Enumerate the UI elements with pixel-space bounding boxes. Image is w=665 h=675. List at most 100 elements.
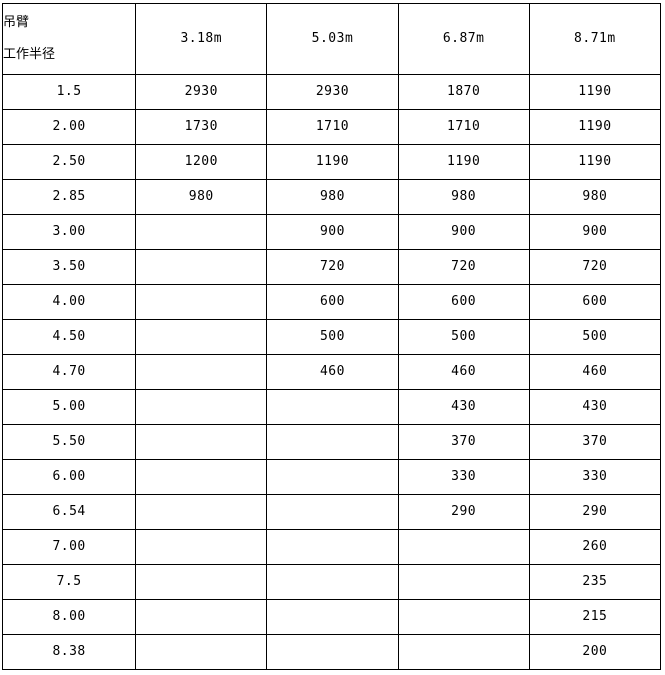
capacity-cell bbox=[266, 389, 399, 425]
capacity-cell bbox=[266, 599, 399, 635]
capacity-cell: 1710 bbox=[397, 109, 530, 145]
capacity-cell: 370 bbox=[528, 424, 662, 460]
row-header-radius: 6.54 bbox=[1, 494, 137, 530]
capacity-cell: 600 bbox=[528, 284, 662, 320]
row-header-radius: 6.00 bbox=[1, 459, 137, 495]
capacity-cell: 430 bbox=[528, 389, 662, 425]
corner-header-boom-label: 吊臂 bbox=[3, 15, 30, 31]
capacity-cell: 980 bbox=[135, 179, 268, 215]
capacity-cell: 980 bbox=[266, 179, 399, 215]
table-row: 2.00 1730 1710 1710 1190 bbox=[1, 109, 662, 145]
row-header-radius: 2.50 bbox=[1, 144, 137, 180]
capacity-cell: 980 bbox=[528, 179, 662, 215]
row-header-radius: 8.38 bbox=[1, 634, 137, 670]
table-row: 3.00 900 900 900 bbox=[1, 214, 662, 250]
table-row: 5.00 430 430 bbox=[1, 389, 662, 425]
capacity-cell bbox=[397, 634, 530, 670]
capacity-cell: 900 bbox=[528, 214, 662, 250]
capacity-cell bbox=[266, 424, 399, 460]
capacity-cell: 600 bbox=[397, 284, 530, 320]
column-header-boom-1: 3.18m bbox=[135, 3, 268, 75]
capacity-cell: 430 bbox=[397, 389, 530, 425]
capacity-cell: 1200 bbox=[135, 144, 268, 180]
capacity-cell bbox=[135, 214, 268, 250]
capacity-cell: 2930 bbox=[266, 74, 399, 110]
corner-header-radius-label: 工作半径 bbox=[3, 47, 56, 62]
capacity-cell: 900 bbox=[397, 214, 530, 250]
capacity-cell: 290 bbox=[397, 494, 530, 530]
table-row: 7.00 260 bbox=[1, 529, 662, 565]
capacity-cell: 460 bbox=[397, 354, 530, 390]
corner-header-cell: 吊臂 工作半径 bbox=[1, 3, 137, 75]
capacity-cell: 1710 bbox=[266, 109, 399, 145]
table-row: 2.50 1200 1190 1190 1190 bbox=[1, 144, 662, 180]
capacity-cell bbox=[135, 249, 268, 285]
capacity-cell: 1190 bbox=[528, 144, 662, 180]
capacity-cell: 2930 bbox=[135, 74, 268, 110]
table-row: 4.70 460 460 460 bbox=[1, 354, 662, 390]
capacity-cell bbox=[266, 494, 399, 530]
table-row: 8.00 215 bbox=[1, 599, 662, 635]
capacity-cell bbox=[135, 564, 268, 600]
capacity-cell bbox=[266, 564, 399, 600]
row-header-radius: 3.50 bbox=[1, 249, 137, 285]
capacity-cell: 200 bbox=[528, 634, 662, 670]
table-row: 3.50 720 720 720 bbox=[1, 249, 662, 285]
row-header-radius: 1.5 bbox=[1, 74, 137, 110]
capacity-cell bbox=[135, 529, 268, 565]
capacity-cell: 260 bbox=[528, 529, 662, 565]
row-header-radius: 4.00 bbox=[1, 284, 137, 320]
row-header-radius: 4.50 bbox=[1, 319, 137, 355]
capacity-cell bbox=[266, 459, 399, 495]
row-header-radius: 2.85 bbox=[1, 179, 137, 215]
capacity-cell: 370 bbox=[397, 424, 530, 460]
capacity-cell: 290 bbox=[528, 494, 662, 530]
row-header-radius: 3.00 bbox=[1, 214, 137, 250]
capacity-cell: 215 bbox=[528, 599, 662, 635]
table-row: 5.50 370 370 bbox=[1, 424, 662, 460]
table-row: 8.38 200 bbox=[1, 634, 662, 670]
table-row: 4.50 500 500 500 bbox=[1, 319, 662, 355]
capacity-cell: 1190 bbox=[528, 74, 662, 110]
capacity-cell: 600 bbox=[266, 284, 399, 320]
capacity-cell: 900 bbox=[266, 214, 399, 250]
capacity-cell bbox=[135, 494, 268, 530]
table-row: 2.85 980 980 980 980 bbox=[1, 179, 662, 215]
capacity-cell: 720 bbox=[528, 249, 662, 285]
table-header-row: 吊臂 工作半径 3.18m 5.03m 6.87m 8.71m bbox=[1, 3, 662, 75]
row-header-radius: 7.5 bbox=[1, 564, 137, 600]
capacity-cell: 330 bbox=[528, 459, 662, 495]
capacity-cell: 500 bbox=[397, 319, 530, 355]
row-header-radius: 7.00 bbox=[1, 529, 137, 565]
capacity-cell: 1730 bbox=[135, 109, 268, 145]
capacity-cell bbox=[266, 634, 399, 670]
row-header-radius: 2.00 bbox=[1, 109, 137, 145]
column-header-boom-4: 8.71m bbox=[528, 3, 662, 75]
table-row: 6.54 290 290 bbox=[1, 494, 662, 530]
table-row: 6.00 330 330 bbox=[1, 459, 662, 495]
column-header-boom-3: 6.87m bbox=[397, 3, 530, 75]
capacity-cell: 980 bbox=[397, 179, 530, 215]
capacity-cell: 460 bbox=[528, 354, 662, 390]
capacity-cell bbox=[397, 599, 530, 635]
capacity-cell: 235 bbox=[528, 564, 662, 600]
capacity-cell bbox=[135, 354, 268, 390]
capacity-cell bbox=[135, 424, 268, 460]
capacity-cell: 1190 bbox=[528, 109, 662, 145]
table-row: 7.5 235 bbox=[1, 564, 662, 600]
capacity-cell bbox=[397, 564, 530, 600]
capacity-cell bbox=[397, 529, 530, 565]
table-row: 1.5 2930 2930 1870 1190 bbox=[1, 74, 662, 110]
table-body: 1.5 2930 2930 1870 1190 2.00 1730 1710 1710 1190 2… bbox=[1, 74, 662, 670]
capacity-cell bbox=[266, 529, 399, 565]
capacity-cell bbox=[135, 284, 268, 320]
row-header-radius: 8.00 bbox=[1, 599, 137, 635]
capacity-cell: 460 bbox=[266, 354, 399, 390]
capacity-cell bbox=[135, 634, 268, 670]
capacity-cell: 330 bbox=[397, 459, 530, 495]
column-header-boom-2: 5.03m bbox=[266, 3, 399, 75]
table-row: 4.00 600 600 600 bbox=[1, 284, 662, 320]
capacity-cell bbox=[135, 599, 268, 635]
capacity-cell: 720 bbox=[397, 249, 530, 285]
row-header-radius: 5.00 bbox=[1, 389, 137, 425]
